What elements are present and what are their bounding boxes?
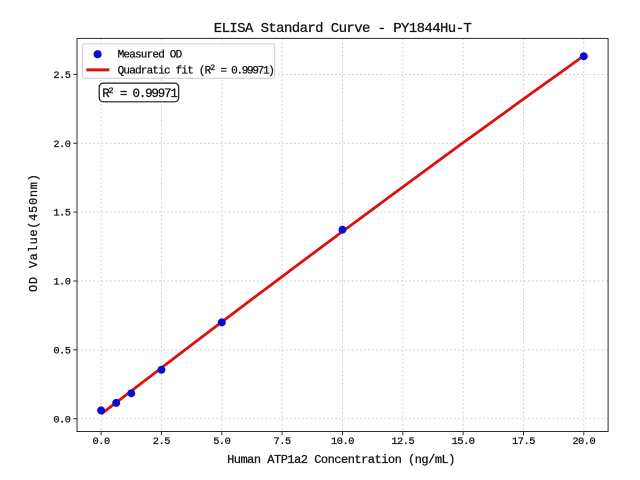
svg-text:12.5: 12.5 <box>391 436 414 448</box>
svg-text:Measured OD: Measured OD <box>118 49 183 61</box>
svg-text:10.0: 10.0 <box>331 436 354 448</box>
svg-text:2.5: 2.5 <box>153 436 170 448</box>
svg-text:2.0: 2.0 <box>53 139 70 151</box>
svg-text:0.0: 0.0 <box>93 436 110 448</box>
svg-text:2.5: 2.5 <box>53 70 70 82</box>
svg-text:1.0: 1.0 <box>53 277 70 289</box>
svg-text:15.0: 15.0 <box>452 436 475 448</box>
svg-text:20.0: 20.0 <box>572 436 595 448</box>
svg-text:R2 = 0.99971: R2 = 0.99971 <box>102 86 177 101</box>
svg-text:Human ATP1a2 Concentration (ng: Human ATP1a2 Concentration (ng/mL) <box>227 453 455 467</box>
svg-text:ELISA Standard Curve - PY1844H: ELISA Standard Curve - PY1844Hu-T <box>214 21 472 37</box>
svg-text:5.0: 5.0 <box>213 436 230 448</box>
svg-text:7.5: 7.5 <box>274 436 291 448</box>
svg-text:1.5: 1.5 <box>53 208 70 220</box>
svg-text:OD Value(450nm): OD Value(450nm) <box>27 173 41 292</box>
svg-text:Quadratic fit (R2 = 0.99971): Quadratic fit (R2 = 0.99971) <box>118 64 274 78</box>
svg-text:17.5: 17.5 <box>512 436 535 448</box>
svg-text:0.5: 0.5 <box>53 345 70 357</box>
svg-text:0.0: 0.0 <box>53 414 70 426</box>
